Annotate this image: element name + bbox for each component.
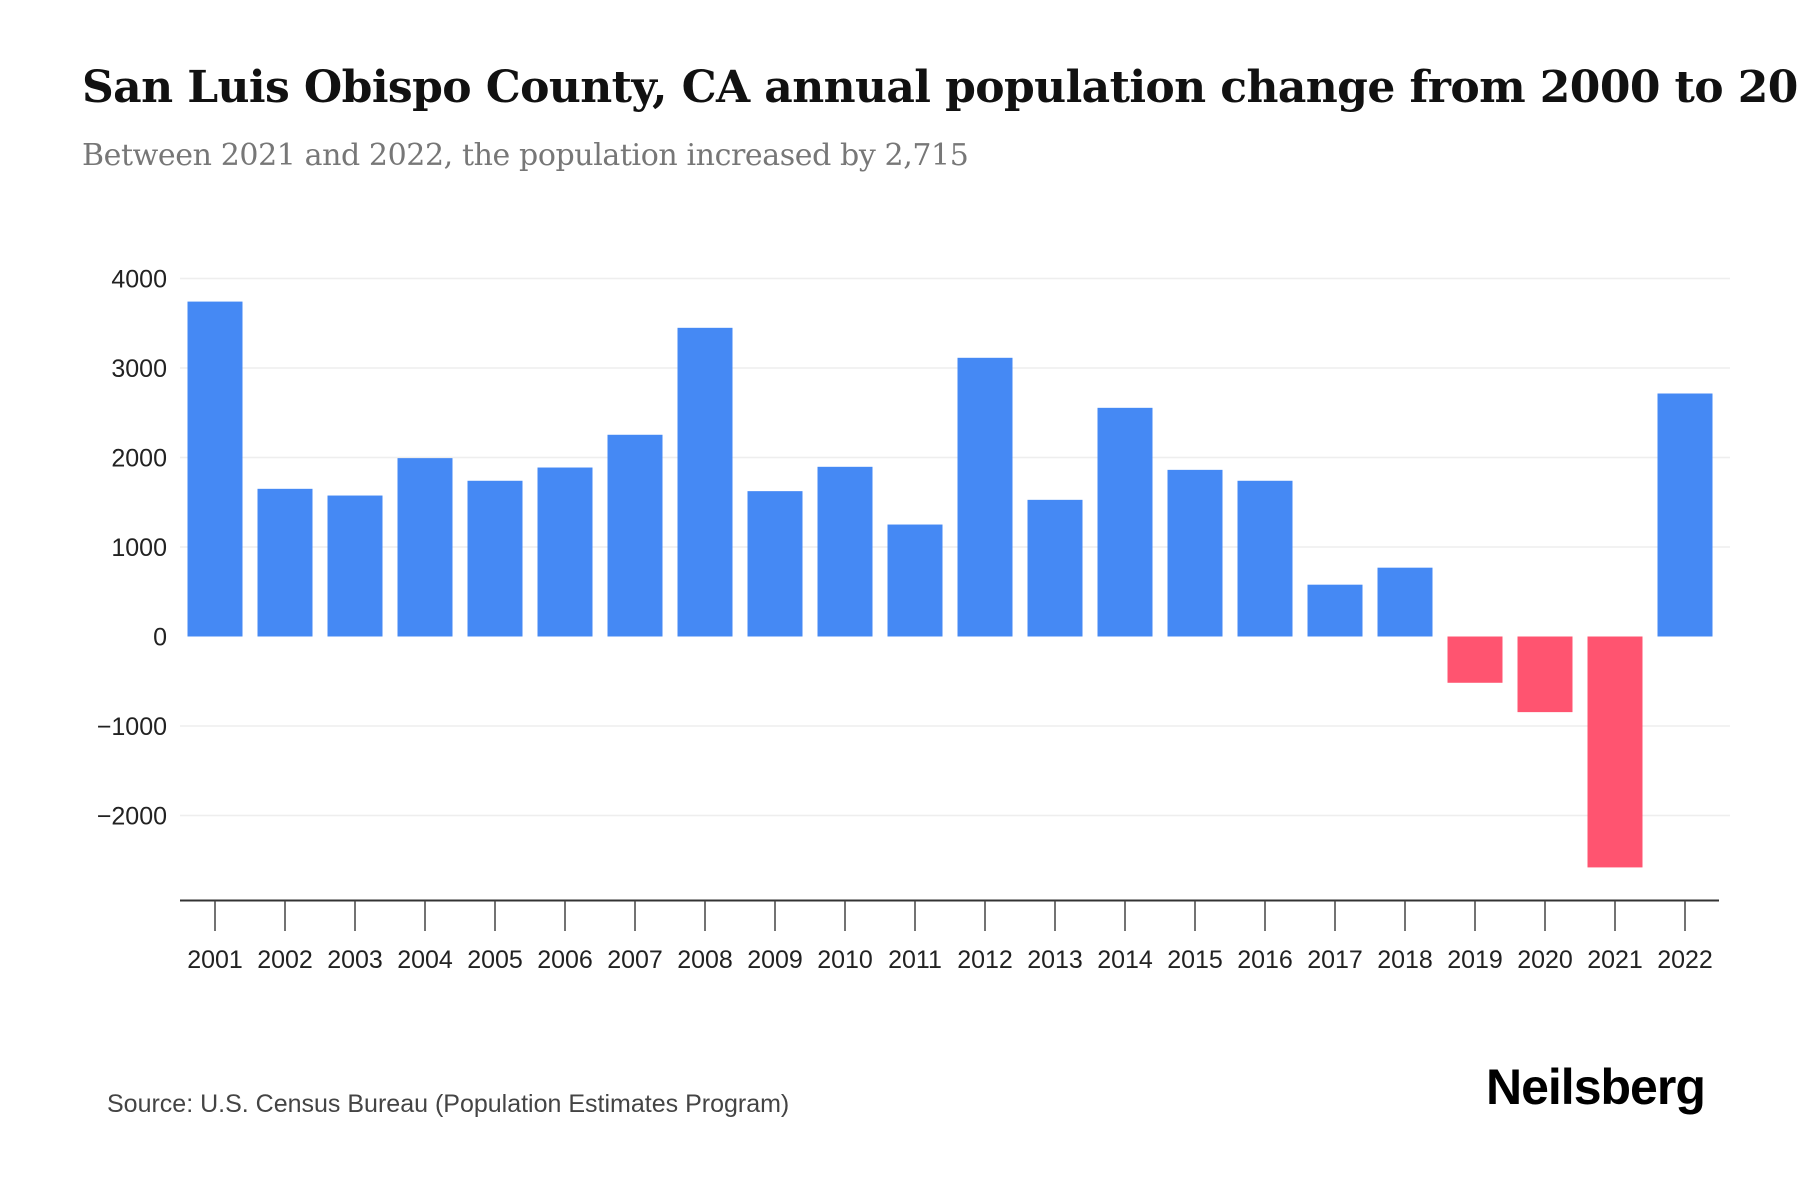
neilsberg-logo: Neilsberg	[1486, 1059, 1706, 1115]
x-tick-label: 2022	[1657, 946, 1713, 974]
bar-2011	[887, 524, 943, 637]
x-tick-label: 2012	[957, 946, 1013, 974]
x-tick-label: 2014	[1097, 946, 1153, 974]
bar-2018	[1377, 567, 1433, 637]
x-tick-label: 2007	[607, 946, 663, 974]
x-tick-label: 2016	[1237, 946, 1293, 974]
bar-2004	[397, 458, 453, 637]
y-tick-label: −2000	[97, 803, 167, 831]
chart-subtitle: Between 2021 and 2022, the population in…	[82, 138, 969, 173]
x-tick-label: 2004	[397, 946, 453, 974]
y-tick-label: 4000	[111, 266, 167, 294]
chart-title: San Luis Obispo County, CA annual popula…	[82, 62, 1800, 113]
y-axis-ticks: 4000 3000 2000 1000 0 −1000 −2000	[97, 266, 167, 831]
bar-2002	[257, 488, 313, 637]
x-tick-label: 2013	[1027, 946, 1083, 974]
x-tick-label: 2006	[537, 946, 593, 974]
bar-2008	[677, 327, 733, 637]
x-tick-label: 2002	[257, 946, 313, 974]
y-tick-label: −1000	[97, 713, 167, 741]
bar-2001	[187, 301, 243, 637]
bar-2006	[537, 467, 593, 637]
bar-2021	[1587, 636, 1643, 868]
bar-2016	[1237, 480, 1293, 637]
x-tick-label: 2010	[817, 946, 873, 974]
x-tick-label: 2015	[1167, 946, 1223, 974]
y-tick-label: 1000	[111, 534, 167, 562]
bar-2007	[607, 434, 663, 637]
x-tick-label: 2017	[1307, 946, 1363, 974]
source-note: Source: U.S. Census Bureau (Population E…	[107, 1090, 790, 1118]
x-axis: 2001 2002 2003 2004 2005 2006 2007 2008 2009 2010…	[180, 899, 1719, 974]
gridlines	[180, 277, 1730, 817]
bar-2010	[817, 466, 873, 637]
x-tick-label: 2009	[747, 946, 803, 974]
y-tick-label: 0	[153, 624, 167, 652]
bar-2015	[1167, 469, 1223, 637]
bar-2019	[1447, 636, 1503, 683]
bar-2013	[1027, 499, 1083, 637]
bar-2003	[327, 495, 383, 637]
bar-2022	[1657, 393, 1713, 637]
x-tick-label: 2018	[1377, 946, 1433, 974]
bar-2005	[467, 480, 523, 637]
x-tick-label: 2008	[677, 946, 733, 974]
bar-2014	[1097, 407, 1153, 637]
x-tick-label: 2001	[187, 946, 243, 974]
x-tick-label: 2020	[1517, 946, 1573, 974]
bar-2017	[1307, 584, 1363, 637]
x-tick-label: 2005	[467, 946, 523, 974]
x-tick-label: 2019	[1447, 946, 1503, 974]
y-tick-label: 2000	[111, 445, 167, 473]
y-tick-label: 3000	[111, 355, 167, 383]
bars	[187, 301, 1713, 868]
x-tick-label: 2011	[888, 946, 942, 974]
x-tick-label: 2003	[327, 946, 383, 974]
bar-2009	[747, 491, 803, 637]
bar-2020	[1517, 636, 1573, 713]
bar-2012	[957, 357, 1013, 637]
x-tick-label: 2021	[1587, 946, 1643, 974]
